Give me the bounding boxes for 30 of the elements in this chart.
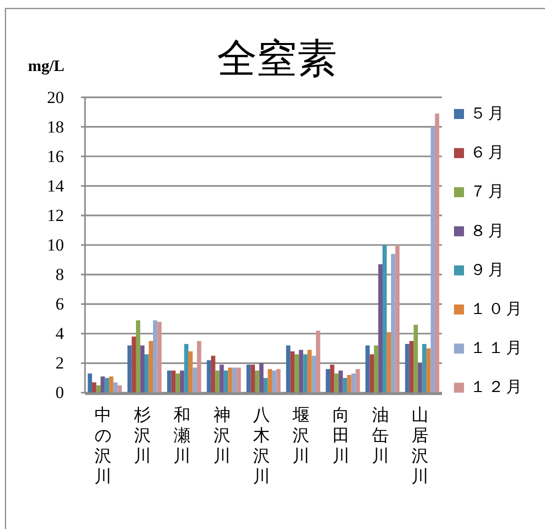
legend-label: １１月 bbox=[470, 340, 524, 358]
y-tick-label: 8 bbox=[56, 265, 64, 284]
x-tick-label: 神沢川 bbox=[213, 406, 230, 466]
y-tick-label: 16 bbox=[47, 146, 64, 166]
x-tick-label: 堰沢川 bbox=[292, 406, 310, 466]
x-tick-label: 中の沢川 bbox=[94, 406, 112, 486]
y-tick-label: 10 bbox=[47, 236, 64, 254]
legend-label: ８月 bbox=[470, 222, 506, 240]
y-tick-label: 6 bbox=[56, 294, 64, 314]
y-axis-title: mg/L bbox=[28, 58, 64, 75]
x-tick-label: 向田川 bbox=[332, 406, 350, 466]
y-tick-label: 18 bbox=[47, 117, 64, 136]
x-tick-label: 杉沢川 bbox=[133, 406, 151, 466]
x-tick-label: 油缶川 bbox=[372, 406, 389, 466]
y-tick-label: 12 bbox=[47, 206, 64, 225]
legend-label: ９月 bbox=[470, 262, 506, 279]
y-tick-label: 20 bbox=[47, 88, 64, 107]
legend-label: ５月 bbox=[470, 106, 506, 122]
chart-title: 全窒素 bbox=[217, 36, 337, 81]
y-tick-label: 4 bbox=[56, 324, 64, 344]
y-tick-label: 14 bbox=[47, 176, 64, 196]
legend-label: ７月 bbox=[470, 184, 506, 201]
x-tick-label: 八木沢川 bbox=[253, 406, 270, 486]
legend-label: ６月 bbox=[470, 144, 506, 162]
legend-label: １０月 bbox=[470, 301, 524, 318]
x-tick-label: 和瀬川 bbox=[174, 406, 191, 466]
legend-label: １２月 bbox=[470, 379, 524, 396]
y-tick-label: 0 bbox=[56, 383, 64, 402]
x-tick-label: 山居沢川 bbox=[412, 406, 429, 486]
y-tick-label: 2 bbox=[56, 354, 64, 373]
